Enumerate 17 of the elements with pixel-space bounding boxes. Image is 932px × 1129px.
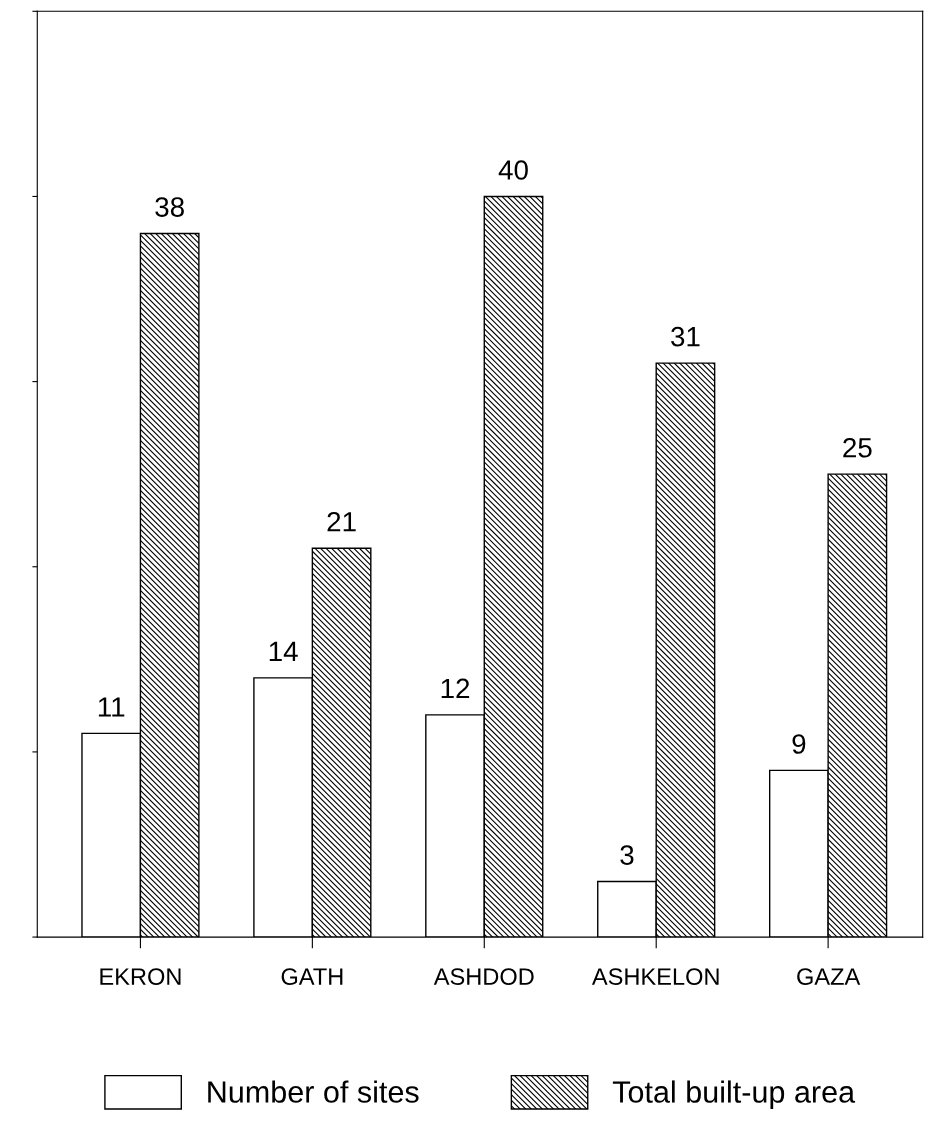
x-tick-label: ASHDOD — [433, 968, 534, 985]
data-label: 14 — [269, 641, 298, 661]
legend-label: Number of sites — [208, 1080, 419, 1103]
data-label: 38 — [155, 197, 184, 217]
data-label: 21 — [327, 511, 356, 532]
data-label: 11 — [98, 697, 125, 717]
data-label: 25 — [843, 437, 872, 458]
x-tick-label: ASHKELON — [591, 968, 719, 985]
x-tick-label: GATH — [281, 968, 343, 985]
data-label: 12 — [441, 678, 470, 699]
x-tick-label: EKRON — [100, 968, 181, 985]
data-label: 9 — [792, 734, 806, 754]
data-label: 31 — [671, 326, 700, 347]
legend-label: Total built-up area — [612, 1080, 856, 1109]
x-tick-label: GAZA — [797, 968, 861, 985]
data-label: 3 — [620, 845, 634, 865]
data-label: 40 — [498, 160, 528, 180]
